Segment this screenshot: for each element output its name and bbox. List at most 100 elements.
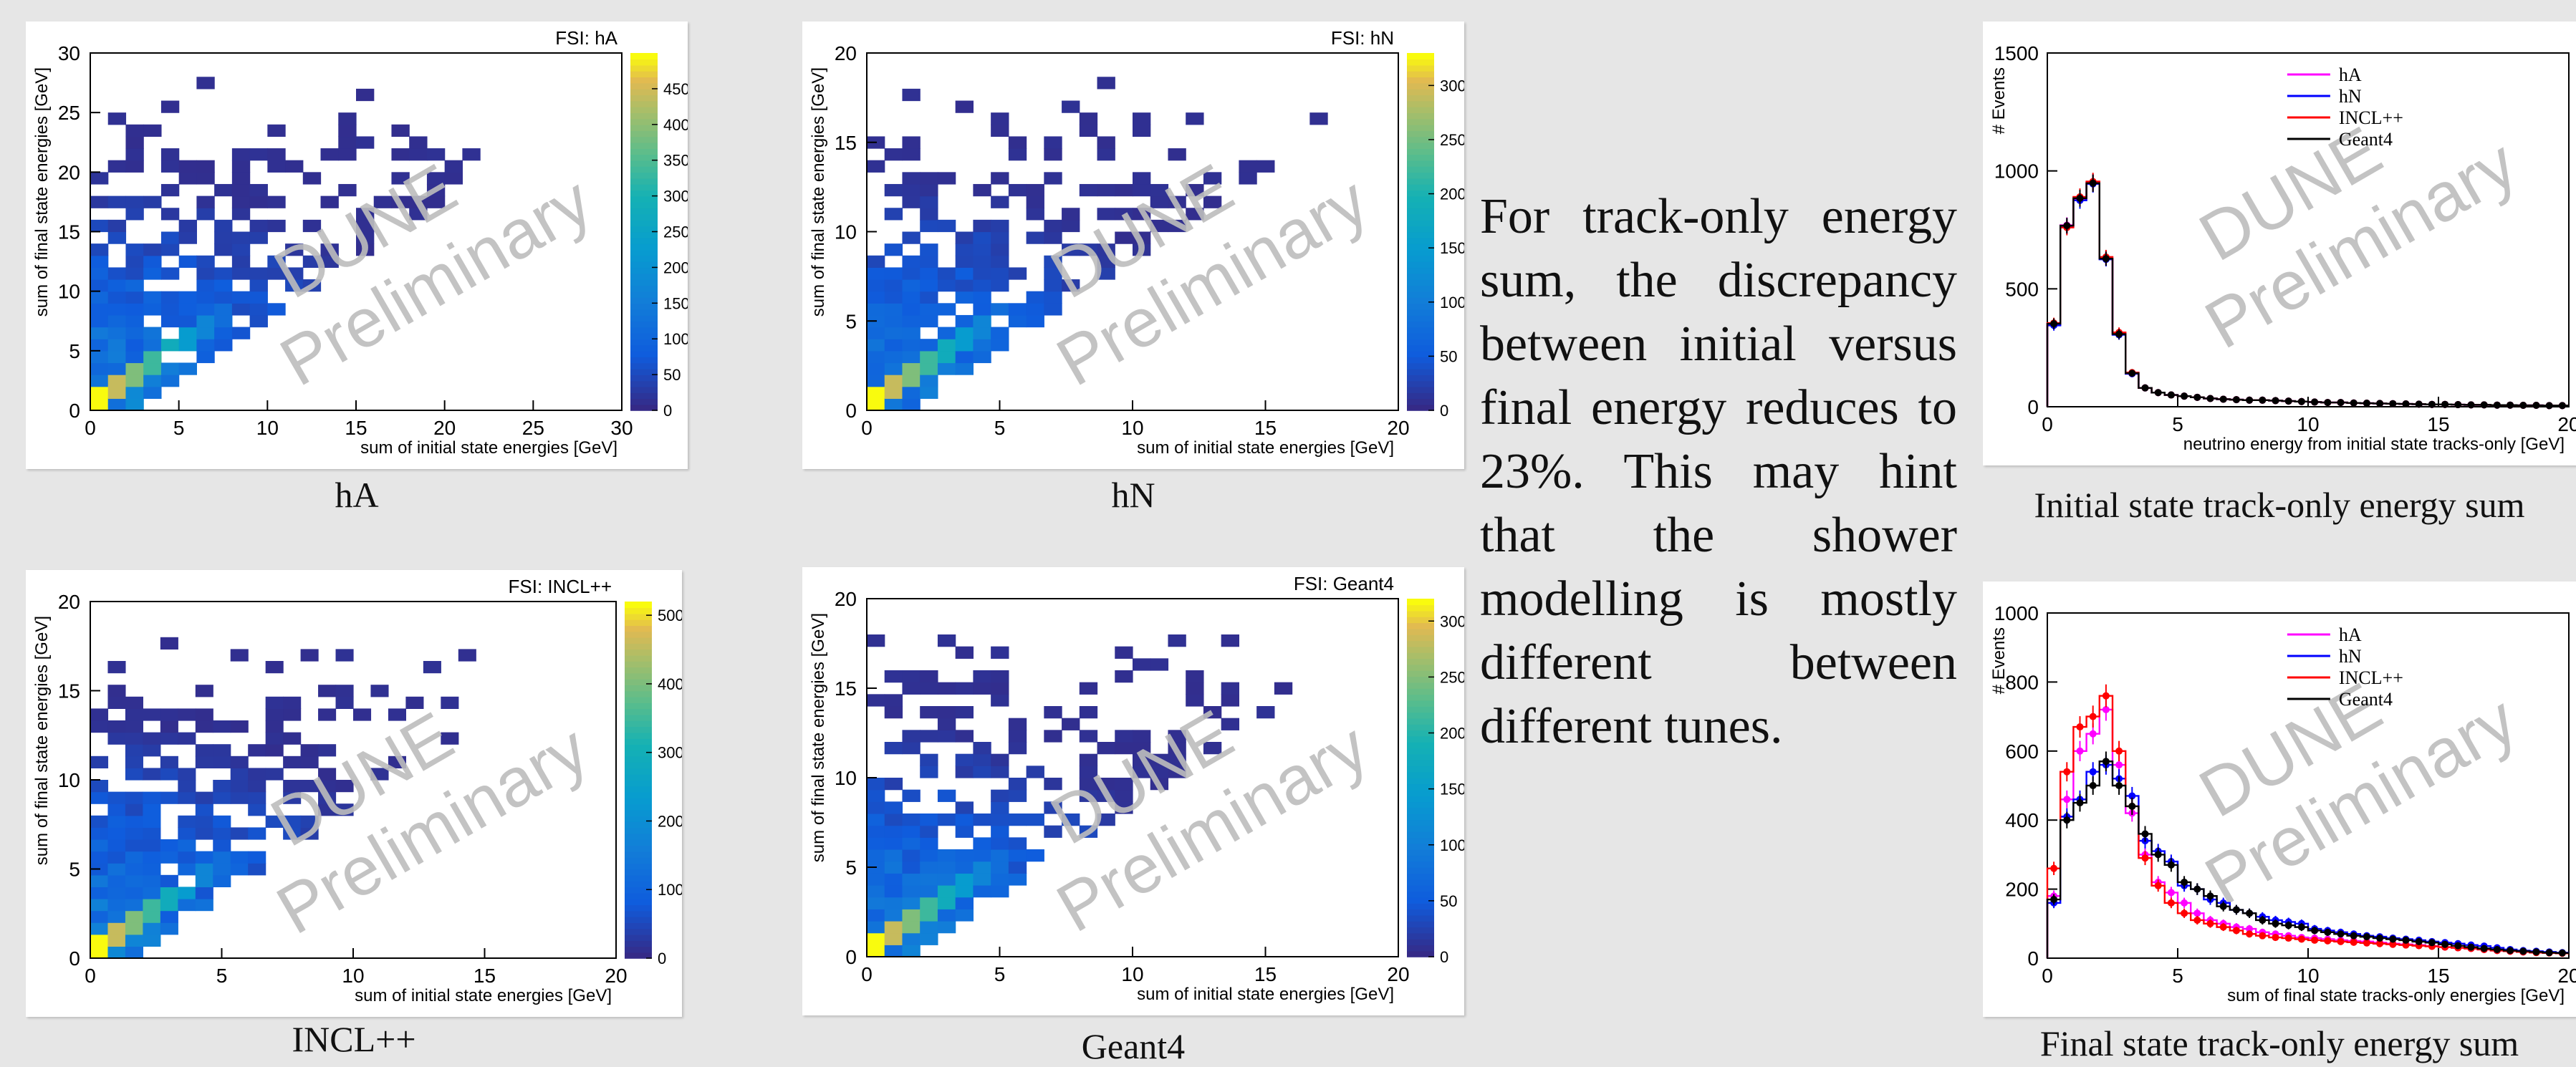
data-point	[2324, 937, 2332, 945]
heatmap-bin	[178, 791, 196, 804]
heatmap-bin	[867, 291, 885, 304]
colorbar-step	[630, 303, 658, 310]
x-axis-label: sum of final state tracks-only energies …	[2227, 986, 2565, 1005]
heatmap-bin	[902, 398, 921, 411]
heatmap-bin	[1097, 255, 1115, 268]
data-point	[2532, 402, 2540, 410]
heatmap-bin	[125, 851, 143, 864]
heatmap-bin	[973, 813, 991, 826]
z-tick-label: 250	[1440, 668, 1464, 686]
heatmap-bin	[973, 219, 991, 233]
heatmap-bin	[1097, 77, 1115, 90]
heatmap-bin	[285, 160, 304, 173]
data-point	[2376, 935, 2384, 942]
heatmap-bin	[1221, 682, 1239, 695]
heatmap-bin	[196, 255, 215, 268]
heatmap-bin	[391, 124, 410, 137]
heatmap-bin	[143, 839, 161, 852]
y-tick-label: 0	[2027, 396, 2039, 418]
heatmap-bin	[196, 279, 215, 292]
data-point	[2167, 861, 2175, 869]
heatmap-bin	[1062, 279, 1080, 292]
colorbar-step	[1407, 599, 1434, 606]
heatmap-bin	[125, 899, 143, 912]
heatmap-bin	[248, 863, 266, 876]
heatmap-bin	[1008, 730, 1027, 743]
colorbar-step	[1407, 748, 1434, 755]
heatmap-bin	[991, 124, 1009, 137]
heatmap-bin	[955, 243, 974, 256]
heatmap-bin	[195, 744, 213, 757]
heatmap-bin	[867, 327, 885, 339]
heatmap-bin	[230, 755, 249, 768]
x-tick-label: 5	[2172, 965, 2183, 987]
data-point	[2389, 935, 2397, 943]
z-tick-label: 100	[1440, 294, 1464, 312]
data-point	[2115, 330, 2123, 338]
heatmap-bin	[991, 670, 1009, 683]
heatmap-bin	[902, 172, 921, 185]
legend-label: INCL++	[2339, 667, 2403, 688]
heatmap-bin	[283, 708, 302, 721]
y-tick-label: 0	[845, 946, 857, 968]
colorbar-step	[630, 404, 658, 411]
colorbar-step	[625, 762, 652, 769]
colorbar-step	[1407, 945, 1434, 952]
heatmap-bin	[249, 195, 268, 208]
heatmap-bin	[1274, 682, 1293, 695]
heatmap-bin	[125, 791, 143, 804]
data-point	[2050, 864, 2058, 872]
heatmap-bin	[973, 873, 991, 886]
heatmap-bin	[178, 863, 196, 876]
colorbar-step	[625, 607, 652, 614]
z-tick-label: 500	[658, 607, 682, 624]
heatmap-bin	[160, 243, 180, 256]
heatmap-bin	[1008, 183, 1027, 197]
heatmap-bin	[231, 267, 251, 280]
heatmap-bin	[902, 375, 921, 387]
heatmap-bin	[937, 339, 956, 352]
data-point	[2311, 398, 2319, 406]
heatmap-bin	[902, 932, 921, 945]
heatmap-bin	[302, 279, 322, 292]
heatmap-bin	[973, 682, 991, 695]
data-point	[2297, 397, 2305, 405]
heatmap-bin	[178, 160, 197, 173]
heatmap-bin	[1221, 718, 1239, 730]
data-point	[2089, 782, 2097, 789]
heatmap-bin	[1008, 861, 1027, 874]
heatmap-bin	[920, 706, 938, 719]
x-tick-label: 10	[1121, 417, 1143, 439]
heatmap-bin	[991, 682, 1009, 695]
heatmap-bin	[283, 696, 302, 709]
colorbar-step	[625, 661, 652, 668]
y-tick-label: 5	[845, 856, 857, 879]
x-tick-label: 5	[173, 417, 185, 439]
heatmap-bin	[230, 863, 249, 876]
heatmap-bin	[955, 646, 974, 659]
heatmap-bin	[143, 791, 161, 804]
data-point	[2324, 399, 2332, 407]
heatmap-bin	[318, 803, 337, 816]
data-point	[2519, 402, 2527, 410]
colorbar-step	[1407, 932, 1434, 940]
colorbar-step	[630, 100, 658, 107]
data-point	[2063, 222, 2071, 230]
heatmap-bin	[991, 873, 1009, 886]
colorbar-step	[625, 655, 652, 662]
colorbar-step	[1407, 82, 1434, 90]
heatmap-bin	[143, 827, 161, 840]
colorbar-step	[1407, 321, 1434, 328]
heatmap-bin	[884, 849, 903, 862]
y-tick-label: 600	[2005, 740, 2039, 763]
y-tick-label: 0	[2027, 947, 2039, 970]
heatmap-bin	[867, 921, 885, 934]
z-tick-label: 400	[663, 116, 688, 134]
heatmap-bin	[1044, 730, 1062, 743]
colorbar-step	[625, 703, 652, 710]
heatmap-bin	[230, 720, 249, 733]
colorbar-step	[625, 720, 652, 728]
heatmap-bin	[335, 803, 354, 816]
colorbar-step	[625, 887, 652, 894]
data-point	[2193, 909, 2201, 917]
